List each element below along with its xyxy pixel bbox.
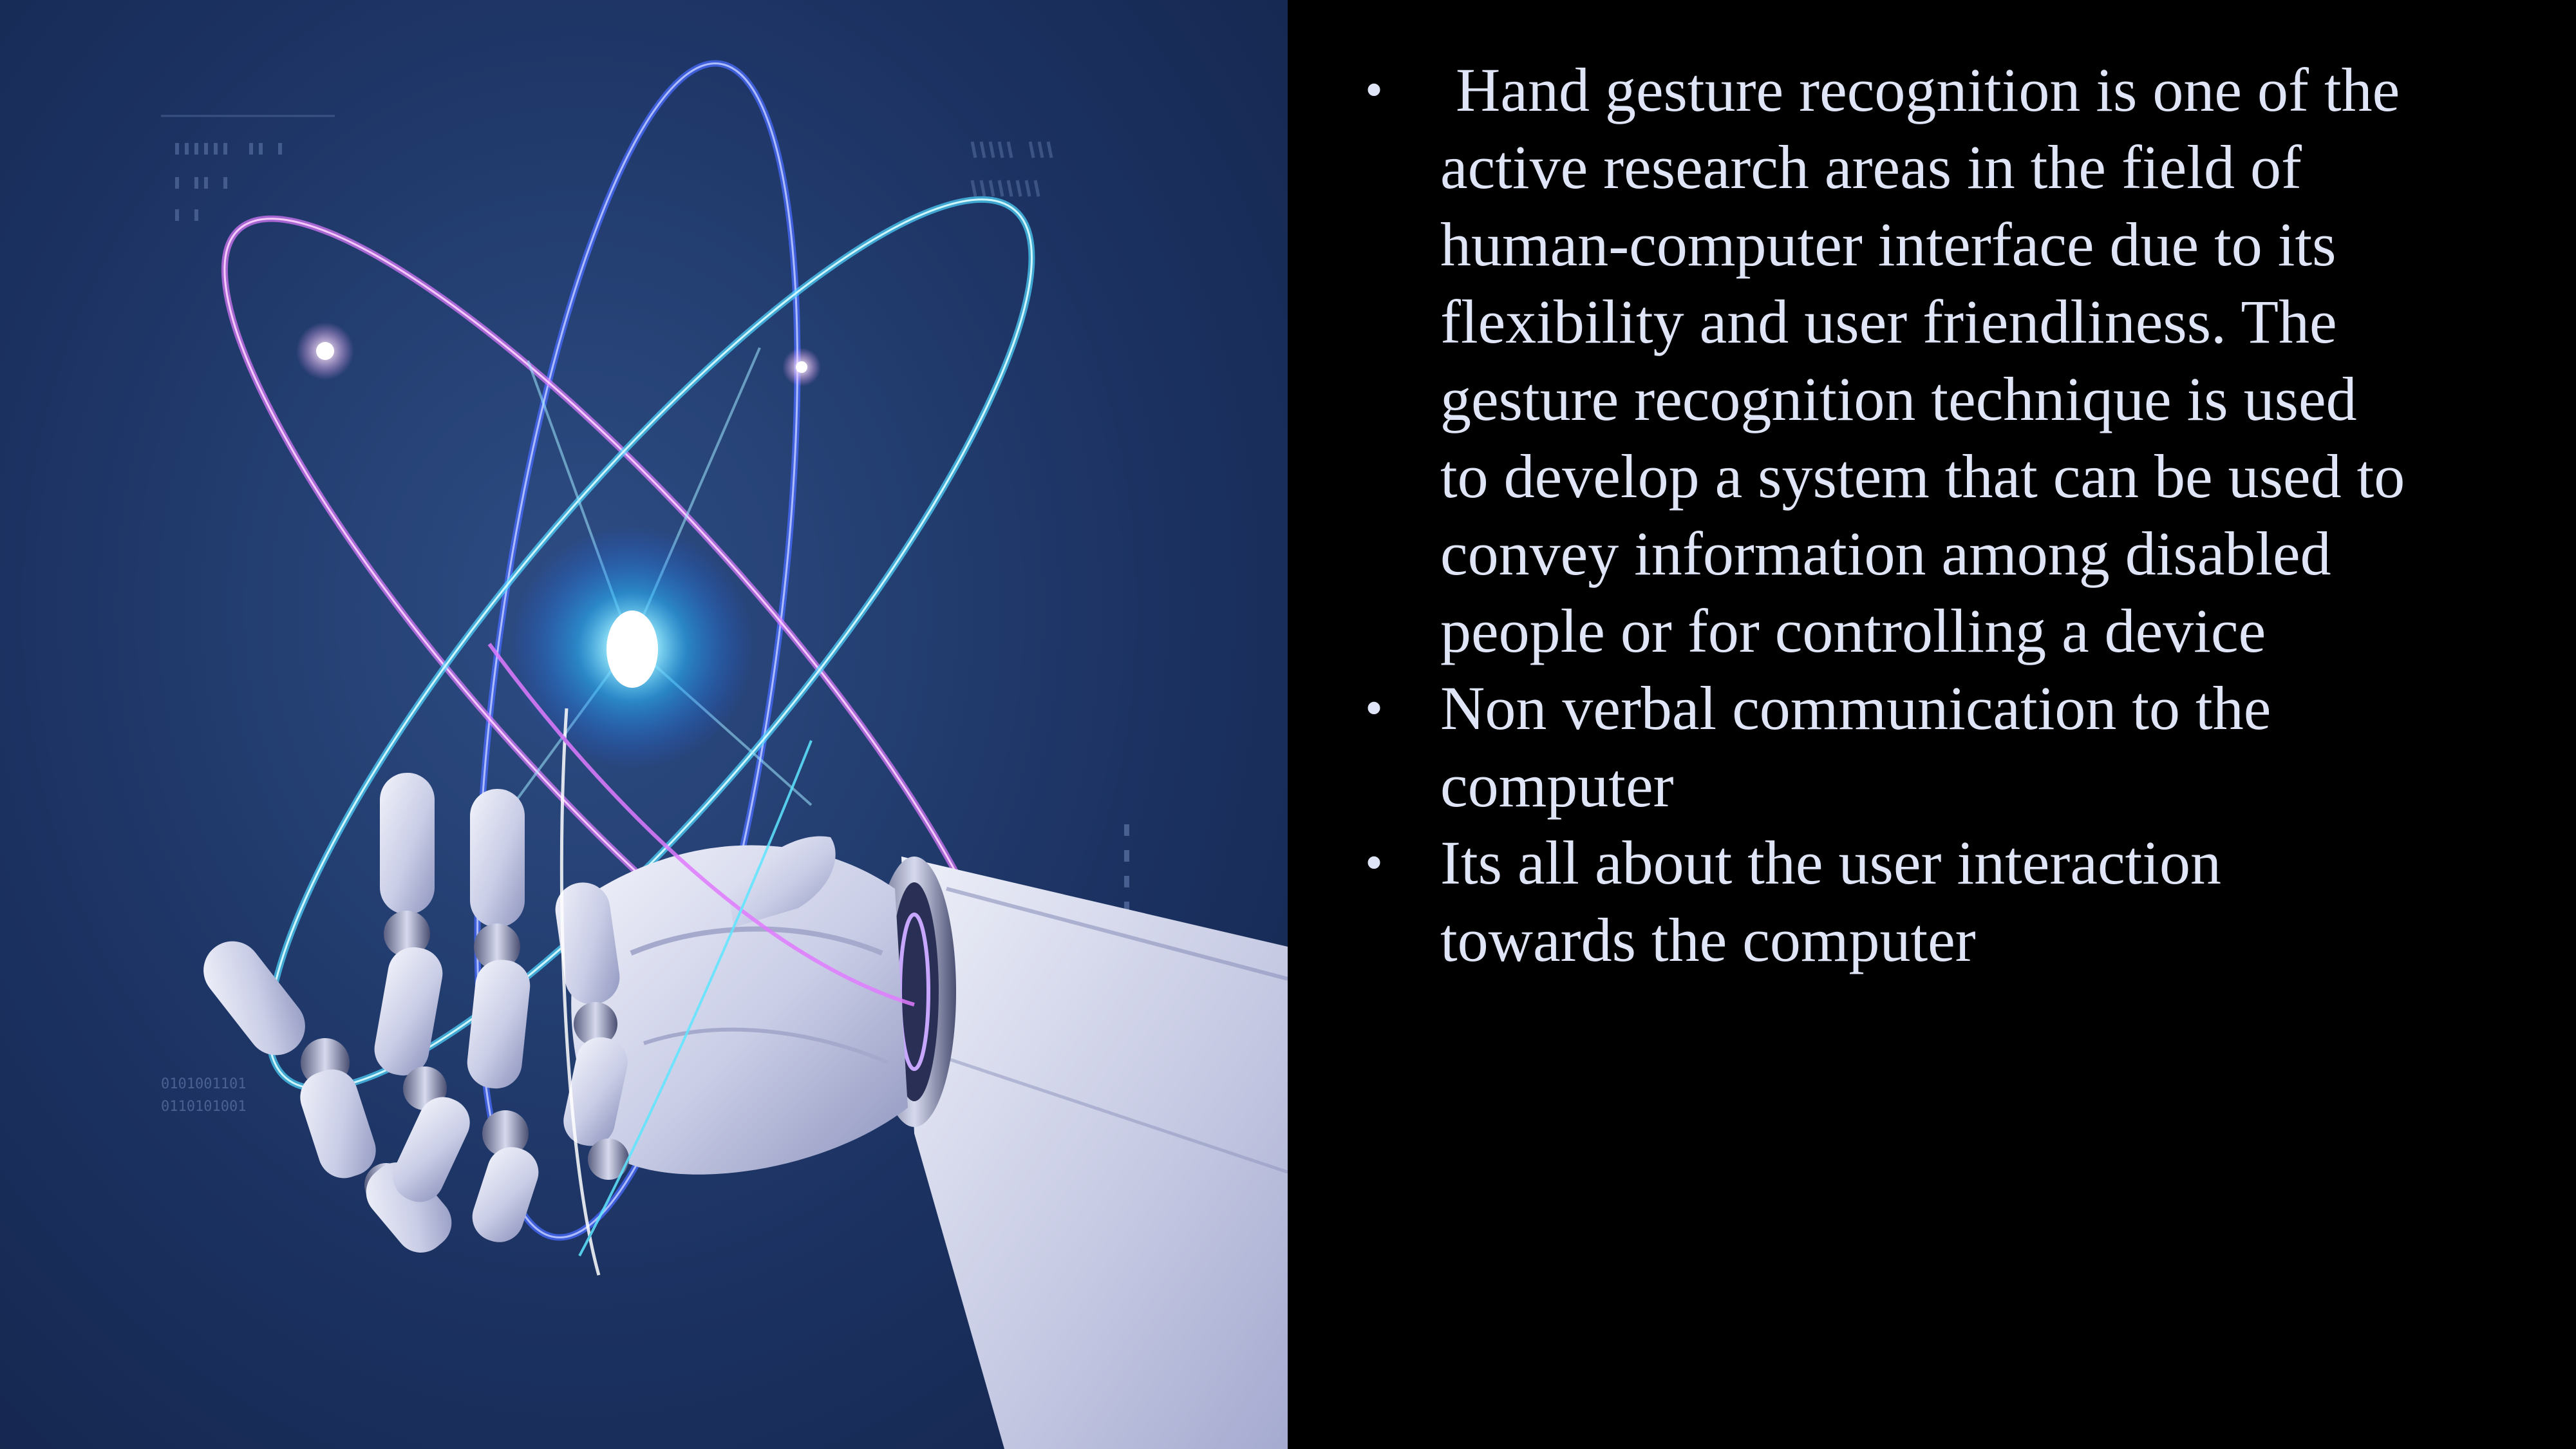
robot-thumb	[728, 836, 836, 927]
bullet-icon: •	[1365, 62, 1384, 118]
robot-hand-atom-illustration: 0101001101 0110101001	[161, 60, 1288, 1449]
binary-line-1: 0101001101	[161, 1076, 246, 1092]
binary-line-2: 0110101001	[161, 1099, 246, 1115]
robot-fingers	[203, 773, 629, 1253]
bullet-item: • Hand gesture recognition is one of the…	[1365, 52, 2408, 670]
bullet-text: Its all about the user interaction towar…	[1440, 828, 2221, 974]
orbit-foreground	[487, 643, 915, 1276]
robot-palm	[571, 845, 908, 1175]
bullet-list: • Hand gesture recognition is one of the…	[1365, 52, 2408, 979]
bullet-item: • Its all about the user interaction tow…	[1365, 824, 2408, 979]
bullet-text: Non verbal communication to the computer	[1440, 674, 2271, 820]
binary-code: 0101001101 0110101001	[161, 1076, 246, 1115]
bullet-icon: •	[1365, 680, 1384, 737]
bullet-text: Hand gesture recognition is one of the a…	[1440, 55, 2421, 665]
bullet-icon: •	[1365, 835, 1384, 891]
robot-hand-image: 0101001101 0110101001	[0, 0, 1288, 1449]
atom-core	[606, 611, 658, 688]
text-panel: • Hand gesture recognition is one of the…	[1288, 0, 2576, 1449]
hud-lines-right	[970, 141, 1053, 197]
robot-forearm	[901, 857, 1288, 1449]
hud-lines-left	[175, 143, 282, 221]
bullet-item: • Non verbal communication to the comput…	[1365, 670, 2408, 824]
